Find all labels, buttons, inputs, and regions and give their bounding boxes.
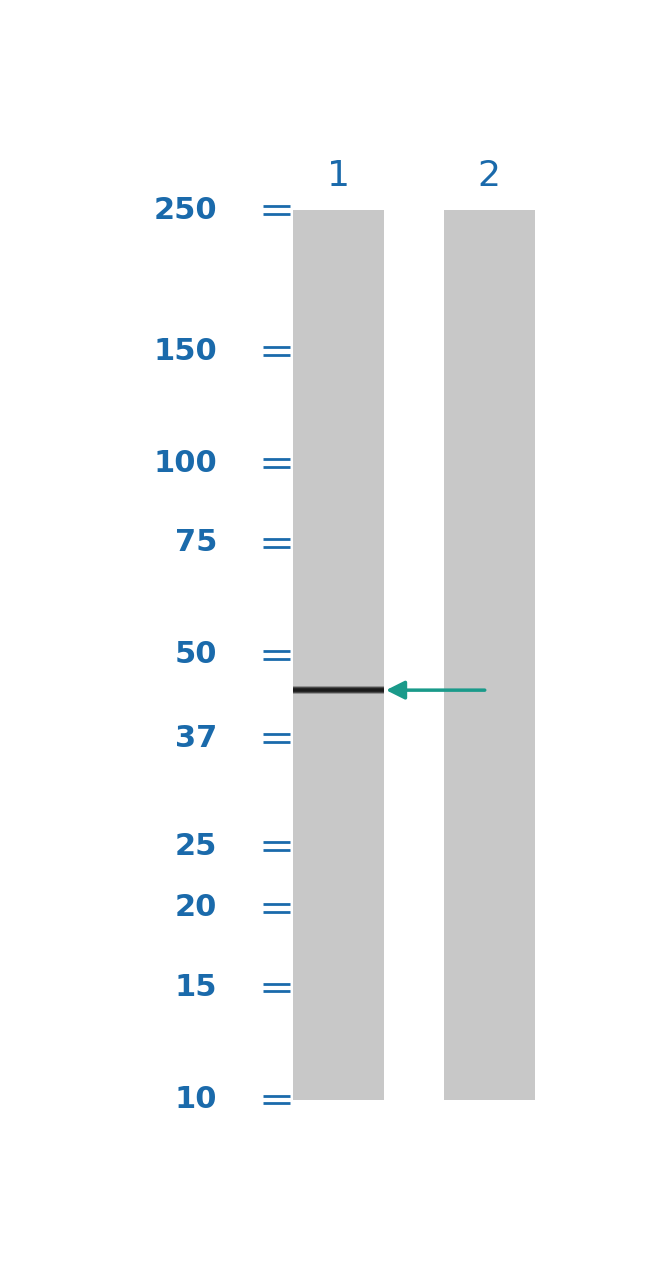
Bar <box>292 687 384 690</box>
Text: 25: 25 <box>175 832 217 861</box>
Text: 37: 37 <box>175 724 217 753</box>
Bar <box>444 210 534 1100</box>
Text: 20: 20 <box>175 894 217 922</box>
Bar <box>292 690 384 691</box>
Bar <box>292 686 384 688</box>
Bar <box>292 691 384 693</box>
Text: 250: 250 <box>153 196 217 225</box>
Bar <box>292 692 384 695</box>
Text: 75: 75 <box>175 528 217 558</box>
Text: 15: 15 <box>175 973 217 1002</box>
Text: 10: 10 <box>175 1085 217 1114</box>
Text: 1: 1 <box>327 159 350 193</box>
Text: 100: 100 <box>153 448 217 478</box>
Text: 2: 2 <box>478 159 500 193</box>
Bar <box>292 688 384 690</box>
Text: 50: 50 <box>175 640 217 669</box>
Bar <box>292 690 384 692</box>
Bar <box>292 210 384 1100</box>
Text: 150: 150 <box>153 337 217 366</box>
